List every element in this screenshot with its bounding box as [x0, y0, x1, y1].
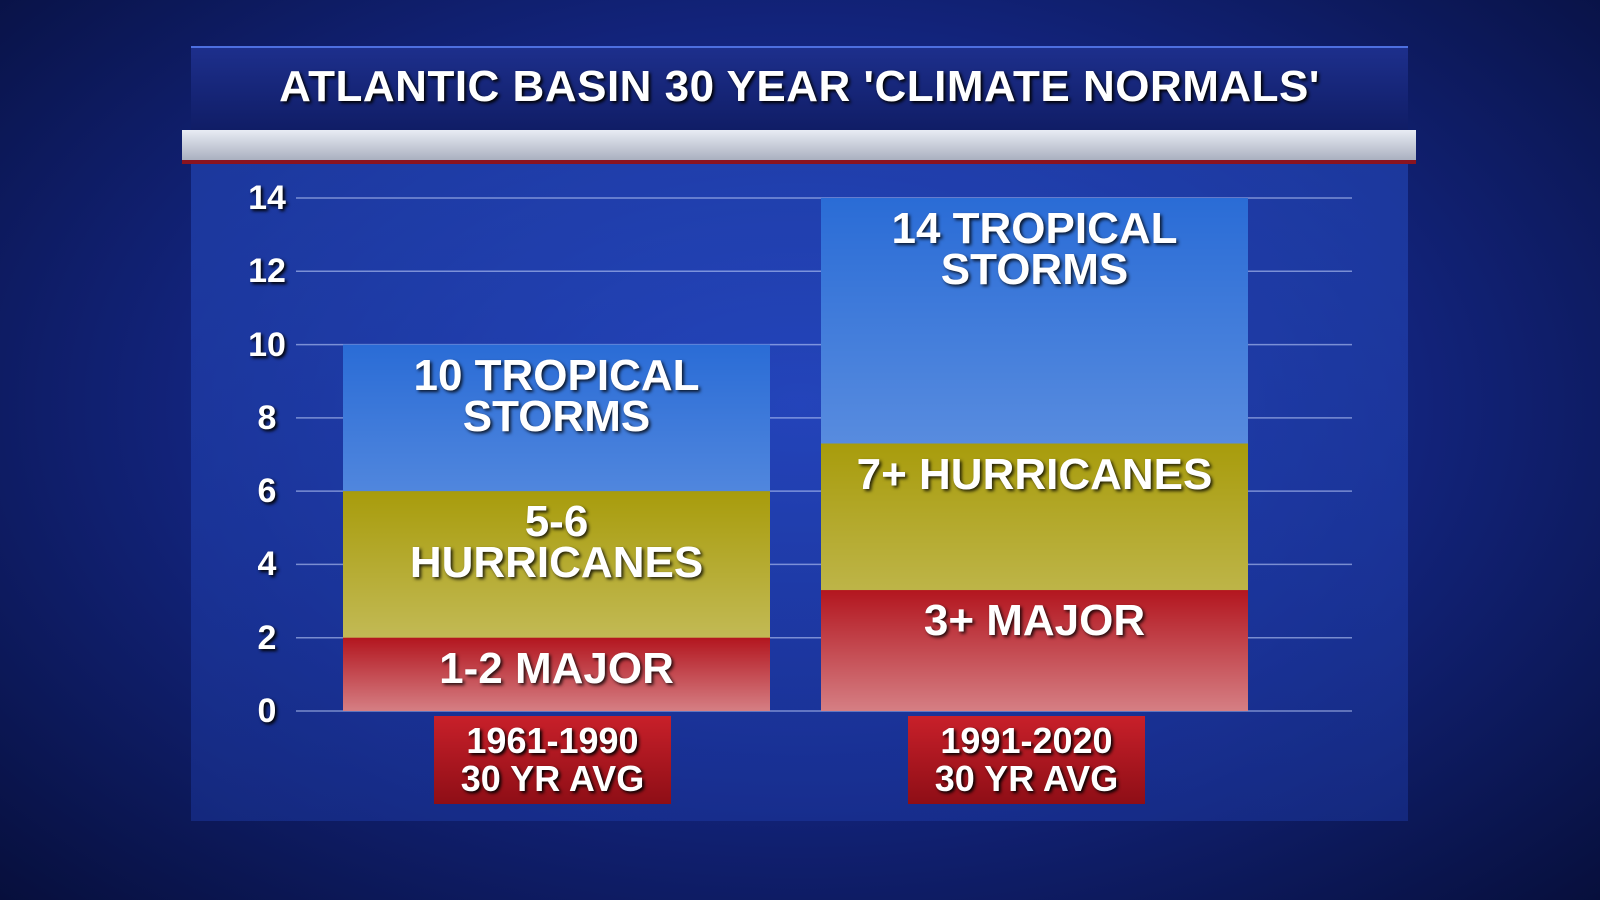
y-tick-label: 0 — [257, 692, 277, 730]
bar-gloss — [821, 590, 1248, 711]
y-tick-label: 14 — [248, 179, 286, 217]
y-tick-label: 12 — [248, 252, 286, 291]
value-label: 14 TROPICAL STORMS — [891, 204, 1178, 294]
bar-gloss — [343, 637, 770, 711]
y-tick-label: 8 — [257, 398, 277, 437]
y-tick-label: 10 — [248, 325, 286, 364]
chart-title: ATLANTIC BASIN 30 YEAR 'CLIMATE NORMALS' — [279, 62, 1320, 111]
value-label: 7+ HURRICANES — [856, 449, 1213, 499]
title-bar: ATLANTIC BASIN 30 YEAR 'CLIMATE NORMALS' — [191, 46, 1408, 130]
x-tick-label: 1991-2020 30 YR AVG — [908, 716, 1145, 804]
y-tick-label: 6 — [257, 472, 277, 511]
divider — [182, 130, 1416, 164]
y-tick-label: 4 — [257, 545, 277, 584]
value-label: 1-2 MAJOR — [439, 643, 674, 693]
x-tick-label: 1961-1990 30 YR AVG — [434, 716, 671, 804]
y-tick-label: 2 — [257, 618, 277, 657]
value-label: 3+ MAJOR — [923, 596, 1146, 646]
value-label: 10 TROPICAL STORMS — [413, 350, 700, 441]
value-label: 5-6 HURRICANES — [409, 497, 704, 588]
